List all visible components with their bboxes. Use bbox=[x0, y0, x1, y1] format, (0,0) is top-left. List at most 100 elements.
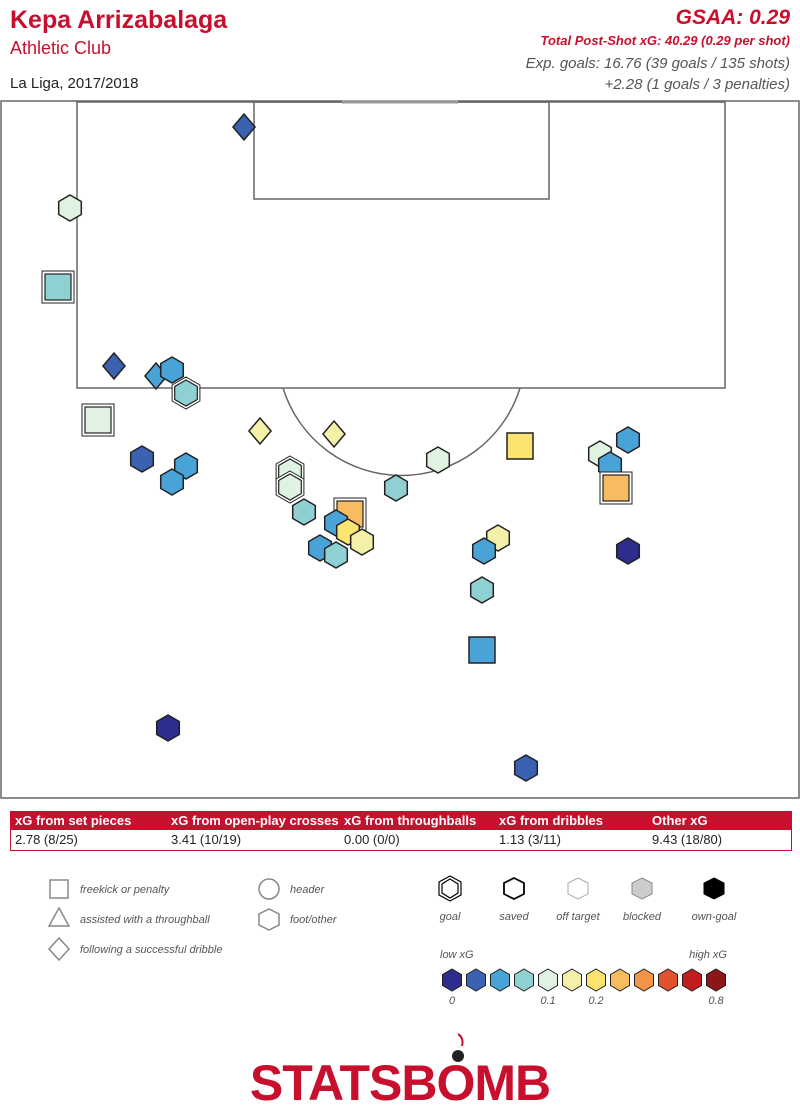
xg-scale-swatch bbox=[658, 968, 678, 992]
legend-freekick-label: freekick or penalty bbox=[80, 884, 171, 896]
shot-marker-shape bbox=[84, 406, 112, 434]
xg-dribbles-label: xG from dribbles bbox=[499, 813, 604, 828]
six-yard-box bbox=[253, 101, 550, 200]
legend-high-xg-label: high xG bbox=[689, 949, 727, 961]
xg-scale-swatch bbox=[538, 968, 558, 992]
shot-marker-shape bbox=[155, 714, 181, 742]
shot-marker-shape bbox=[101, 351, 127, 381]
shot-marker-shape bbox=[291, 498, 317, 526]
shot-marker-shape bbox=[173, 452, 199, 480]
goal-outcome-icon bbox=[438, 875, 462, 902]
shot-marker bbox=[231, 112, 257, 142]
xg-scale-swatch bbox=[562, 968, 582, 992]
total-post-shot-xg: Total Post-Shot xG: 40.29 (0.29 per shot… bbox=[540, 33, 790, 48]
shot-marker-shape bbox=[159, 356, 185, 384]
xg-set-pieces-value: 2.78 (8/25) bbox=[15, 832, 78, 847]
penalty-area bbox=[76, 101, 726, 389]
shot-marker bbox=[291, 498, 317, 526]
shot-marker bbox=[425, 446, 451, 474]
shot-marker-shape bbox=[247, 416, 273, 446]
legend-own-goal-label: own-goal bbox=[692, 911, 737, 923]
shot-marker bbox=[173, 452, 199, 480]
saved-outcome-icon bbox=[503, 876, 525, 901]
shot-marker bbox=[159, 468, 185, 496]
shot-marker bbox=[615, 537, 641, 565]
shot-marker-shape bbox=[231, 112, 257, 142]
competition-season: La Liga, 2017/2018 bbox=[10, 75, 139, 92]
xg-other-label: Other xG bbox=[652, 813, 708, 828]
xg-dribbles-value: 1.13 (3/11) bbox=[499, 832, 561, 847]
shot-marker bbox=[57, 194, 83, 222]
shot-marker bbox=[159, 356, 185, 384]
shot-marker bbox=[101, 351, 127, 381]
shot-marker bbox=[468, 636, 496, 664]
shot-marker bbox=[41, 270, 75, 304]
hexagon-icon bbox=[258, 908, 280, 931]
shot-marker-shape bbox=[349, 528, 375, 556]
xg-set-pieces-label: xG from set pieces bbox=[15, 813, 132, 828]
shot-marker-shape bbox=[469, 576, 495, 604]
legend-throughball-label: assisted with a throughball bbox=[80, 914, 210, 926]
shot-marker-shape bbox=[615, 426, 641, 454]
triangle-icon bbox=[47, 906, 71, 927]
shot-marker bbox=[275, 470, 305, 504]
shot-marker bbox=[81, 403, 115, 437]
pitch-lines bbox=[0, 100, 800, 799]
legend-blocked-label: blocked bbox=[623, 911, 662, 923]
gsaa-value: GSAA: 0.29 bbox=[675, 6, 790, 29]
blocked-outcome-icon bbox=[631, 877, 653, 900]
shot-marker-shape bbox=[506, 432, 534, 460]
xg-throughballs-label: xG from throughballs bbox=[344, 813, 477, 828]
xg-scale-swatch bbox=[466, 968, 486, 992]
shot-marker-shape bbox=[468, 636, 496, 664]
xg-scale-swatch bbox=[514, 968, 534, 992]
legend: freekick or penalty assisted with a thro… bbox=[47, 875, 737, 1007]
shot-marker bbox=[383, 474, 409, 502]
statsbomb-logo-text: STATSBOMB bbox=[250, 1055, 550, 1108]
shot-marker bbox=[615, 426, 641, 454]
shot-marker bbox=[323, 541, 349, 569]
shot-marker bbox=[513, 754, 539, 782]
legend-low-xg-label: low xG bbox=[440, 949, 474, 961]
shot-marker bbox=[599, 471, 633, 505]
scale-tick-0-1: 0.1 bbox=[540, 995, 555, 1007]
shot-marker-shape bbox=[323, 541, 349, 569]
xg-color-scale bbox=[442, 968, 726, 992]
xg-crosses-value: 3.41 (10/19) bbox=[171, 832, 242, 847]
shot-marker-shape bbox=[602, 474, 630, 502]
legend-goal-label: goal bbox=[440, 911, 461, 923]
xg-scale-swatch bbox=[610, 968, 630, 992]
shot-marker bbox=[247, 416, 273, 446]
scale-tick-0-8: 0.8 bbox=[708, 995, 724, 1007]
shot-marker bbox=[471, 537, 497, 565]
legend-saved-label: saved bbox=[499, 911, 529, 923]
shot-marker bbox=[155, 714, 181, 742]
shot-marker-shape bbox=[471, 537, 497, 565]
shot-marker bbox=[171, 376, 201, 410]
shot-marker bbox=[349, 528, 375, 556]
xg-throughballs-value: 0.00 (0/0) bbox=[344, 832, 400, 847]
shot-map bbox=[0, 100, 800, 799]
legend-foot-label: foot/other bbox=[290, 914, 338, 926]
xg-scale-swatch bbox=[442, 968, 462, 992]
xg-scale-swatch bbox=[682, 968, 702, 992]
legend-off-target-label: off target bbox=[556, 911, 600, 923]
shot-marker-shape bbox=[129, 445, 155, 473]
xg-other-value: 9.43 (18/80) bbox=[652, 832, 723, 847]
xg-crosses-label: xG from open-play crosses bbox=[171, 813, 339, 828]
xg-scale-swatch bbox=[586, 968, 606, 992]
shot-marker bbox=[321, 419, 347, 449]
scale-tick-0-2: 0.2 bbox=[588, 995, 603, 1007]
xg-scale-swatch bbox=[490, 968, 510, 992]
legend-dribble-label: following a successful dribble bbox=[80, 944, 222, 956]
bomb-fuse-icon bbox=[452, 1033, 464, 1062]
xg-scale-swatch bbox=[706, 968, 726, 992]
xg-table-header bbox=[11, 812, 791, 830]
shot-marker-shape bbox=[57, 194, 83, 222]
legend-header-label: header bbox=[290, 884, 326, 896]
shot-marker-shape bbox=[615, 537, 641, 565]
own-goal-outcome-icon bbox=[703, 877, 725, 900]
xg-breakdown-table: xG from set pieces xG from open-play cro… bbox=[10, 811, 792, 851]
statsbomb-logo: STATSBOMB bbox=[250, 1033, 551, 1108]
shot-marker-shape bbox=[425, 446, 451, 474]
